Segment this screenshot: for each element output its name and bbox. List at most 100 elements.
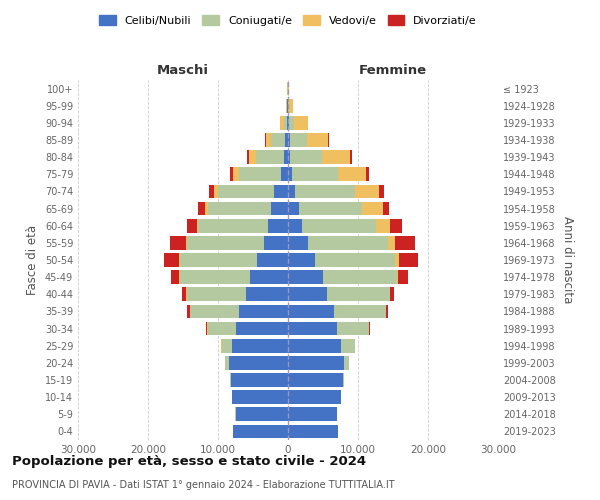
Bar bbox=[221, 339, 288, 352]
Bar bbox=[288, 99, 293, 112]
Bar bbox=[287, 99, 288, 112]
Bar bbox=[190, 304, 288, 318]
Bar bbox=[288, 424, 338, 438]
Bar bbox=[287, 116, 288, 130]
Bar bbox=[257, 253, 288, 267]
Bar bbox=[288, 116, 308, 130]
Bar bbox=[288, 116, 293, 130]
Text: PROVINCIA DI PAVIA - Dati ISTAT 1° gennaio 2024 - Elaborazione TUTTITALIA.IT: PROVINCIA DI PAVIA - Dati ISTAT 1° genna… bbox=[12, 480, 395, 490]
Bar bbox=[235, 408, 288, 421]
Bar bbox=[239, 304, 288, 318]
Bar bbox=[266, 133, 288, 147]
Bar bbox=[288, 184, 384, 198]
Bar bbox=[288, 236, 415, 250]
Bar bbox=[288, 270, 409, 284]
Bar bbox=[206, 322, 288, 336]
Bar bbox=[271, 133, 288, 147]
Bar bbox=[179, 270, 288, 284]
Bar bbox=[233, 424, 288, 438]
Bar bbox=[288, 339, 341, 352]
Bar bbox=[288, 356, 349, 370]
Bar bbox=[235, 408, 288, 421]
Bar bbox=[286, 99, 288, 112]
Bar bbox=[288, 236, 388, 250]
Bar bbox=[187, 219, 288, 232]
Bar bbox=[187, 236, 288, 250]
Bar bbox=[288, 373, 344, 387]
Bar bbox=[288, 304, 386, 318]
Text: Femmine: Femmine bbox=[359, 64, 427, 76]
Bar bbox=[288, 270, 397, 284]
Bar bbox=[288, 390, 341, 404]
Bar bbox=[288, 133, 329, 147]
Bar bbox=[190, 304, 288, 318]
Bar bbox=[288, 322, 368, 336]
Bar bbox=[187, 304, 288, 318]
Bar bbox=[288, 236, 308, 250]
Bar bbox=[288, 339, 355, 352]
Bar bbox=[288, 339, 355, 352]
Bar bbox=[232, 339, 288, 352]
Bar bbox=[232, 390, 288, 404]
Bar bbox=[288, 356, 349, 370]
Bar bbox=[288, 304, 334, 318]
Bar bbox=[224, 356, 288, 370]
Bar bbox=[235, 408, 288, 421]
Bar bbox=[221, 339, 288, 352]
Bar bbox=[288, 253, 314, 267]
Bar bbox=[288, 168, 338, 181]
Bar bbox=[233, 168, 288, 181]
Bar bbox=[288, 390, 341, 404]
Bar bbox=[288, 253, 398, 267]
Bar bbox=[288, 99, 289, 112]
Bar bbox=[288, 322, 370, 336]
Bar bbox=[288, 219, 389, 232]
Bar bbox=[288, 116, 308, 130]
Bar bbox=[288, 288, 390, 301]
Bar bbox=[247, 150, 288, 164]
Bar bbox=[288, 82, 289, 96]
Bar bbox=[208, 322, 288, 336]
Bar bbox=[225, 356, 288, 370]
Bar bbox=[288, 424, 338, 438]
Bar bbox=[239, 168, 288, 181]
Bar bbox=[271, 202, 288, 215]
Bar bbox=[256, 150, 288, 164]
Bar bbox=[286, 99, 288, 112]
Bar bbox=[233, 424, 288, 438]
Bar bbox=[230, 373, 288, 387]
Bar bbox=[208, 322, 288, 336]
Bar bbox=[288, 168, 369, 181]
Bar bbox=[230, 168, 288, 181]
Bar bbox=[288, 219, 402, 232]
Bar bbox=[199, 219, 288, 232]
Bar bbox=[288, 356, 349, 370]
Bar bbox=[288, 424, 338, 438]
Bar bbox=[249, 150, 288, 164]
Bar bbox=[288, 202, 299, 215]
Bar bbox=[288, 202, 383, 215]
Bar bbox=[263, 236, 288, 250]
Bar bbox=[288, 168, 366, 181]
Bar bbox=[288, 390, 341, 404]
Bar bbox=[288, 219, 302, 232]
Bar bbox=[284, 150, 288, 164]
Y-axis label: Anni di nascita: Anni di nascita bbox=[561, 216, 574, 304]
Bar bbox=[288, 133, 307, 147]
Bar bbox=[288, 99, 293, 112]
Bar bbox=[171, 270, 288, 284]
Bar bbox=[199, 202, 288, 215]
Bar bbox=[288, 322, 368, 336]
Bar bbox=[232, 390, 288, 404]
Bar bbox=[233, 424, 288, 438]
Bar bbox=[288, 373, 344, 387]
Bar bbox=[221, 339, 288, 352]
Bar bbox=[288, 116, 289, 130]
Text: Popolazione per età, sesso e stato civile - 2024: Popolazione per età, sesso e stato civil… bbox=[12, 455, 366, 468]
Bar bbox=[288, 304, 386, 318]
Bar bbox=[288, 339, 355, 352]
Bar bbox=[205, 202, 288, 215]
Bar bbox=[288, 253, 395, 267]
Bar bbox=[288, 408, 337, 421]
Bar bbox=[288, 270, 398, 284]
